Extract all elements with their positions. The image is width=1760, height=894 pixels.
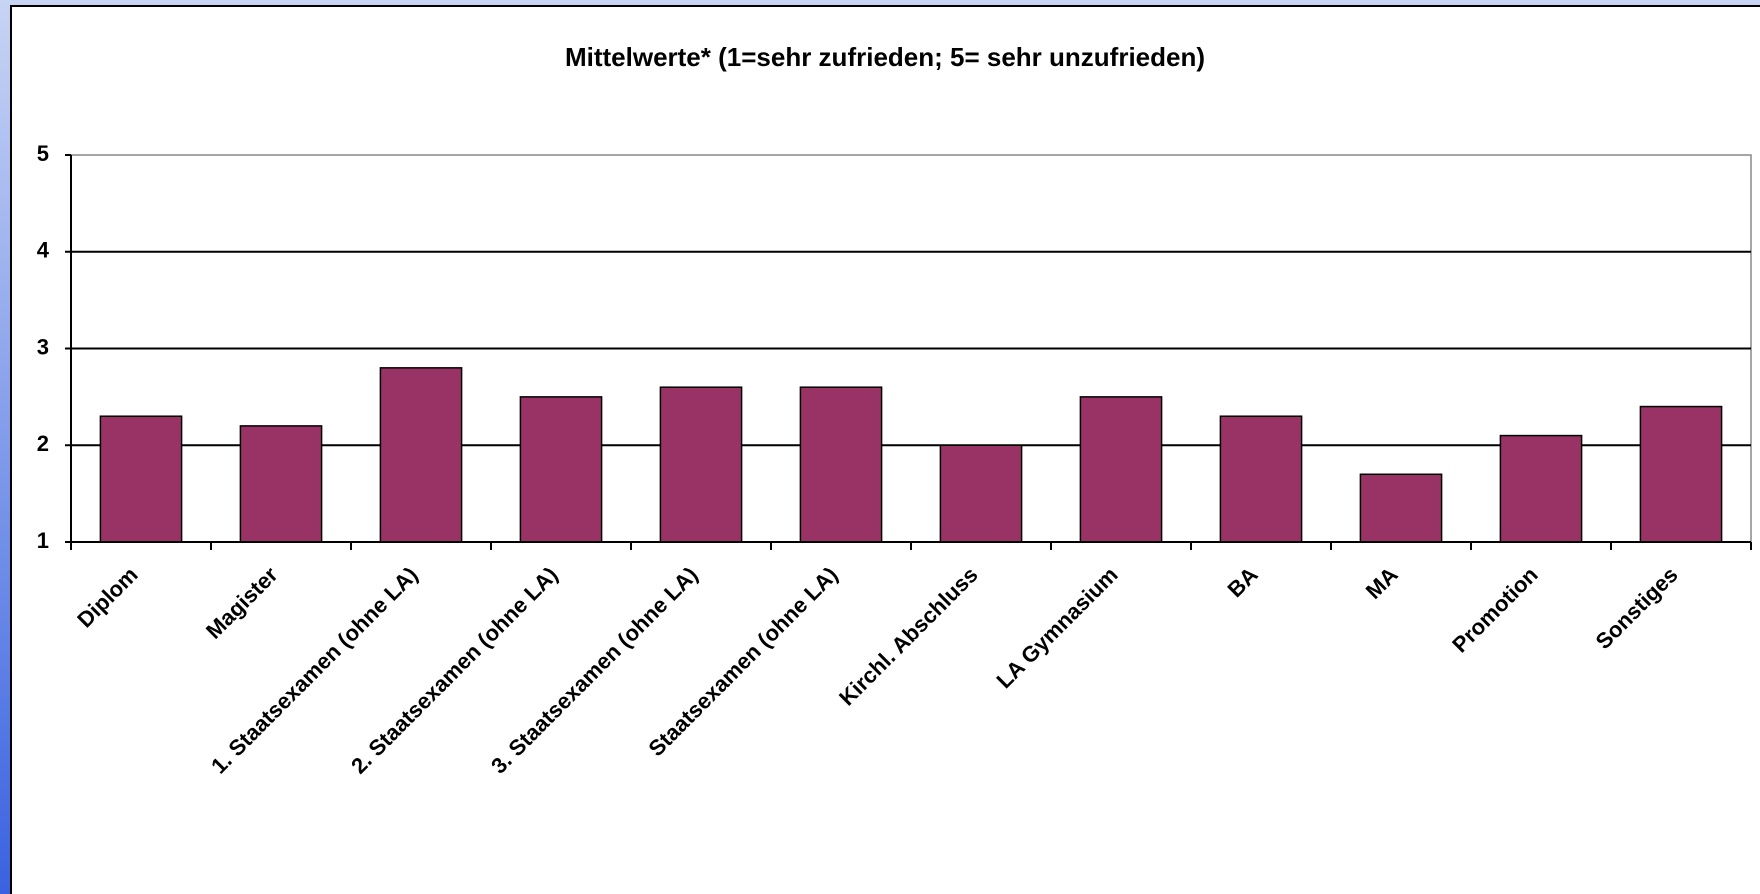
bar: [1219, 415, 1303, 543]
bar: [1359, 473, 1443, 543]
bar: [1079, 396, 1163, 543]
bar: [1639, 405, 1723, 543]
bar: [379, 367, 463, 543]
bar: [239, 425, 323, 543]
y-tick-label: 5: [37, 141, 49, 166]
bar: [1499, 434, 1583, 543]
bar: [99, 415, 183, 543]
bar: [799, 386, 883, 543]
bar: [519, 396, 603, 543]
y-tick-label: 3: [37, 334, 49, 359]
y-tick-label: 4: [37, 238, 50, 263]
bar: [659, 386, 743, 543]
bar: [939, 444, 1023, 543]
y-tick-label: 1: [37, 528, 49, 553]
y-tick-label: 2: [37, 431, 49, 456]
chart-title: Mittelwerte* (1=sehr zufrieden; 5= sehr …: [565, 42, 1205, 72]
